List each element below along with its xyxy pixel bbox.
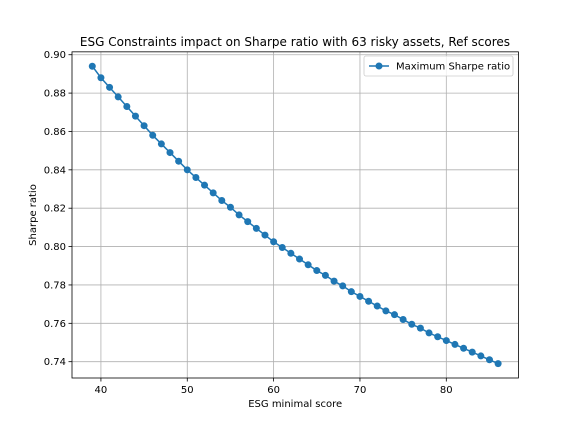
data-point [330,277,338,285]
data-point [416,324,424,332]
series-layer [88,62,502,368]
data-point [270,238,278,246]
data-point [339,282,347,290]
y-axis: 0.74 0.76 0.78 0.80 0.82 0.84 0.86 0.88 0.90 [44,50,72,368]
data-point [97,74,105,82]
data-point [88,62,96,70]
data-point [183,166,191,174]
x-axis: 40 50 60 70 80 [95,378,453,396]
data-point [451,340,459,348]
data-point [434,333,442,341]
plot-area [71,51,519,379]
data-point [218,197,226,205]
data-point [244,218,252,226]
y-tick-label: 0.78 [44,280,66,291]
data-point [252,224,260,232]
data-point [460,344,468,352]
data-point [373,302,381,310]
data-point [192,174,200,182]
data-point [356,292,364,300]
data-point [425,329,433,337]
y-tick-label: 0.80 [44,242,66,253]
data-point [261,231,269,239]
x-tick-label: 60 [267,385,280,396]
data-point [390,311,398,319]
y-tick-label: 0.82 [44,204,66,215]
data-point [287,249,295,257]
data-point [209,189,217,197]
data-point [175,157,183,165]
data-point [304,261,312,269]
plot-background [72,51,519,379]
y-tick-label: 0.86 [44,127,66,138]
y-tick-label: 0.84 [44,165,66,176]
data-point [123,103,131,111]
y-tick-label: 0.76 [44,319,66,330]
data-point [201,181,209,189]
x-tick-label: 40 [95,385,108,396]
data-point [166,149,174,157]
y-tick-label: 0.88 [44,89,66,100]
chart-title: ESG Constraints impact on Sharpe ratio w… [80,35,510,49]
data-point [347,288,355,296]
data-point [226,203,234,211]
data-point [114,93,122,101]
data-point [399,315,407,323]
y-tick-label: 0.90 [44,50,66,61]
data-point [442,337,450,345]
data-point [235,211,243,219]
data-point [408,320,416,328]
y-axis-label: Sharpe ratio [28,184,39,246]
legend-entry-label: Maximum Sharpe ratio [396,62,510,73]
data-point [131,112,139,120]
axes-frame [71,51,519,379]
data-point [485,356,493,364]
grid [72,51,519,378]
legend-box [363,55,514,77]
data-point [477,352,485,360]
data-point [365,297,373,305]
y-tick-label: 0.74 [44,357,66,368]
x-tick-label: 50 [181,385,194,396]
data-point [278,244,286,252]
legend: Maximum Sharpe ratio [363,55,514,77]
data-point [296,255,304,263]
x-tick-label: 70 [354,385,367,396]
data-point [494,360,502,368]
data-point [313,267,321,275]
legend-marker-swatch [375,62,383,70]
data-point [149,131,157,139]
x-axis-label: ESG minimal score [248,399,342,410]
data-point [382,307,390,315]
data-point [106,83,114,91]
data-point [157,140,165,148]
data-point [468,348,476,356]
x-tick-label: 80 [440,385,453,396]
data-point [140,122,148,130]
data-point [321,271,329,279]
